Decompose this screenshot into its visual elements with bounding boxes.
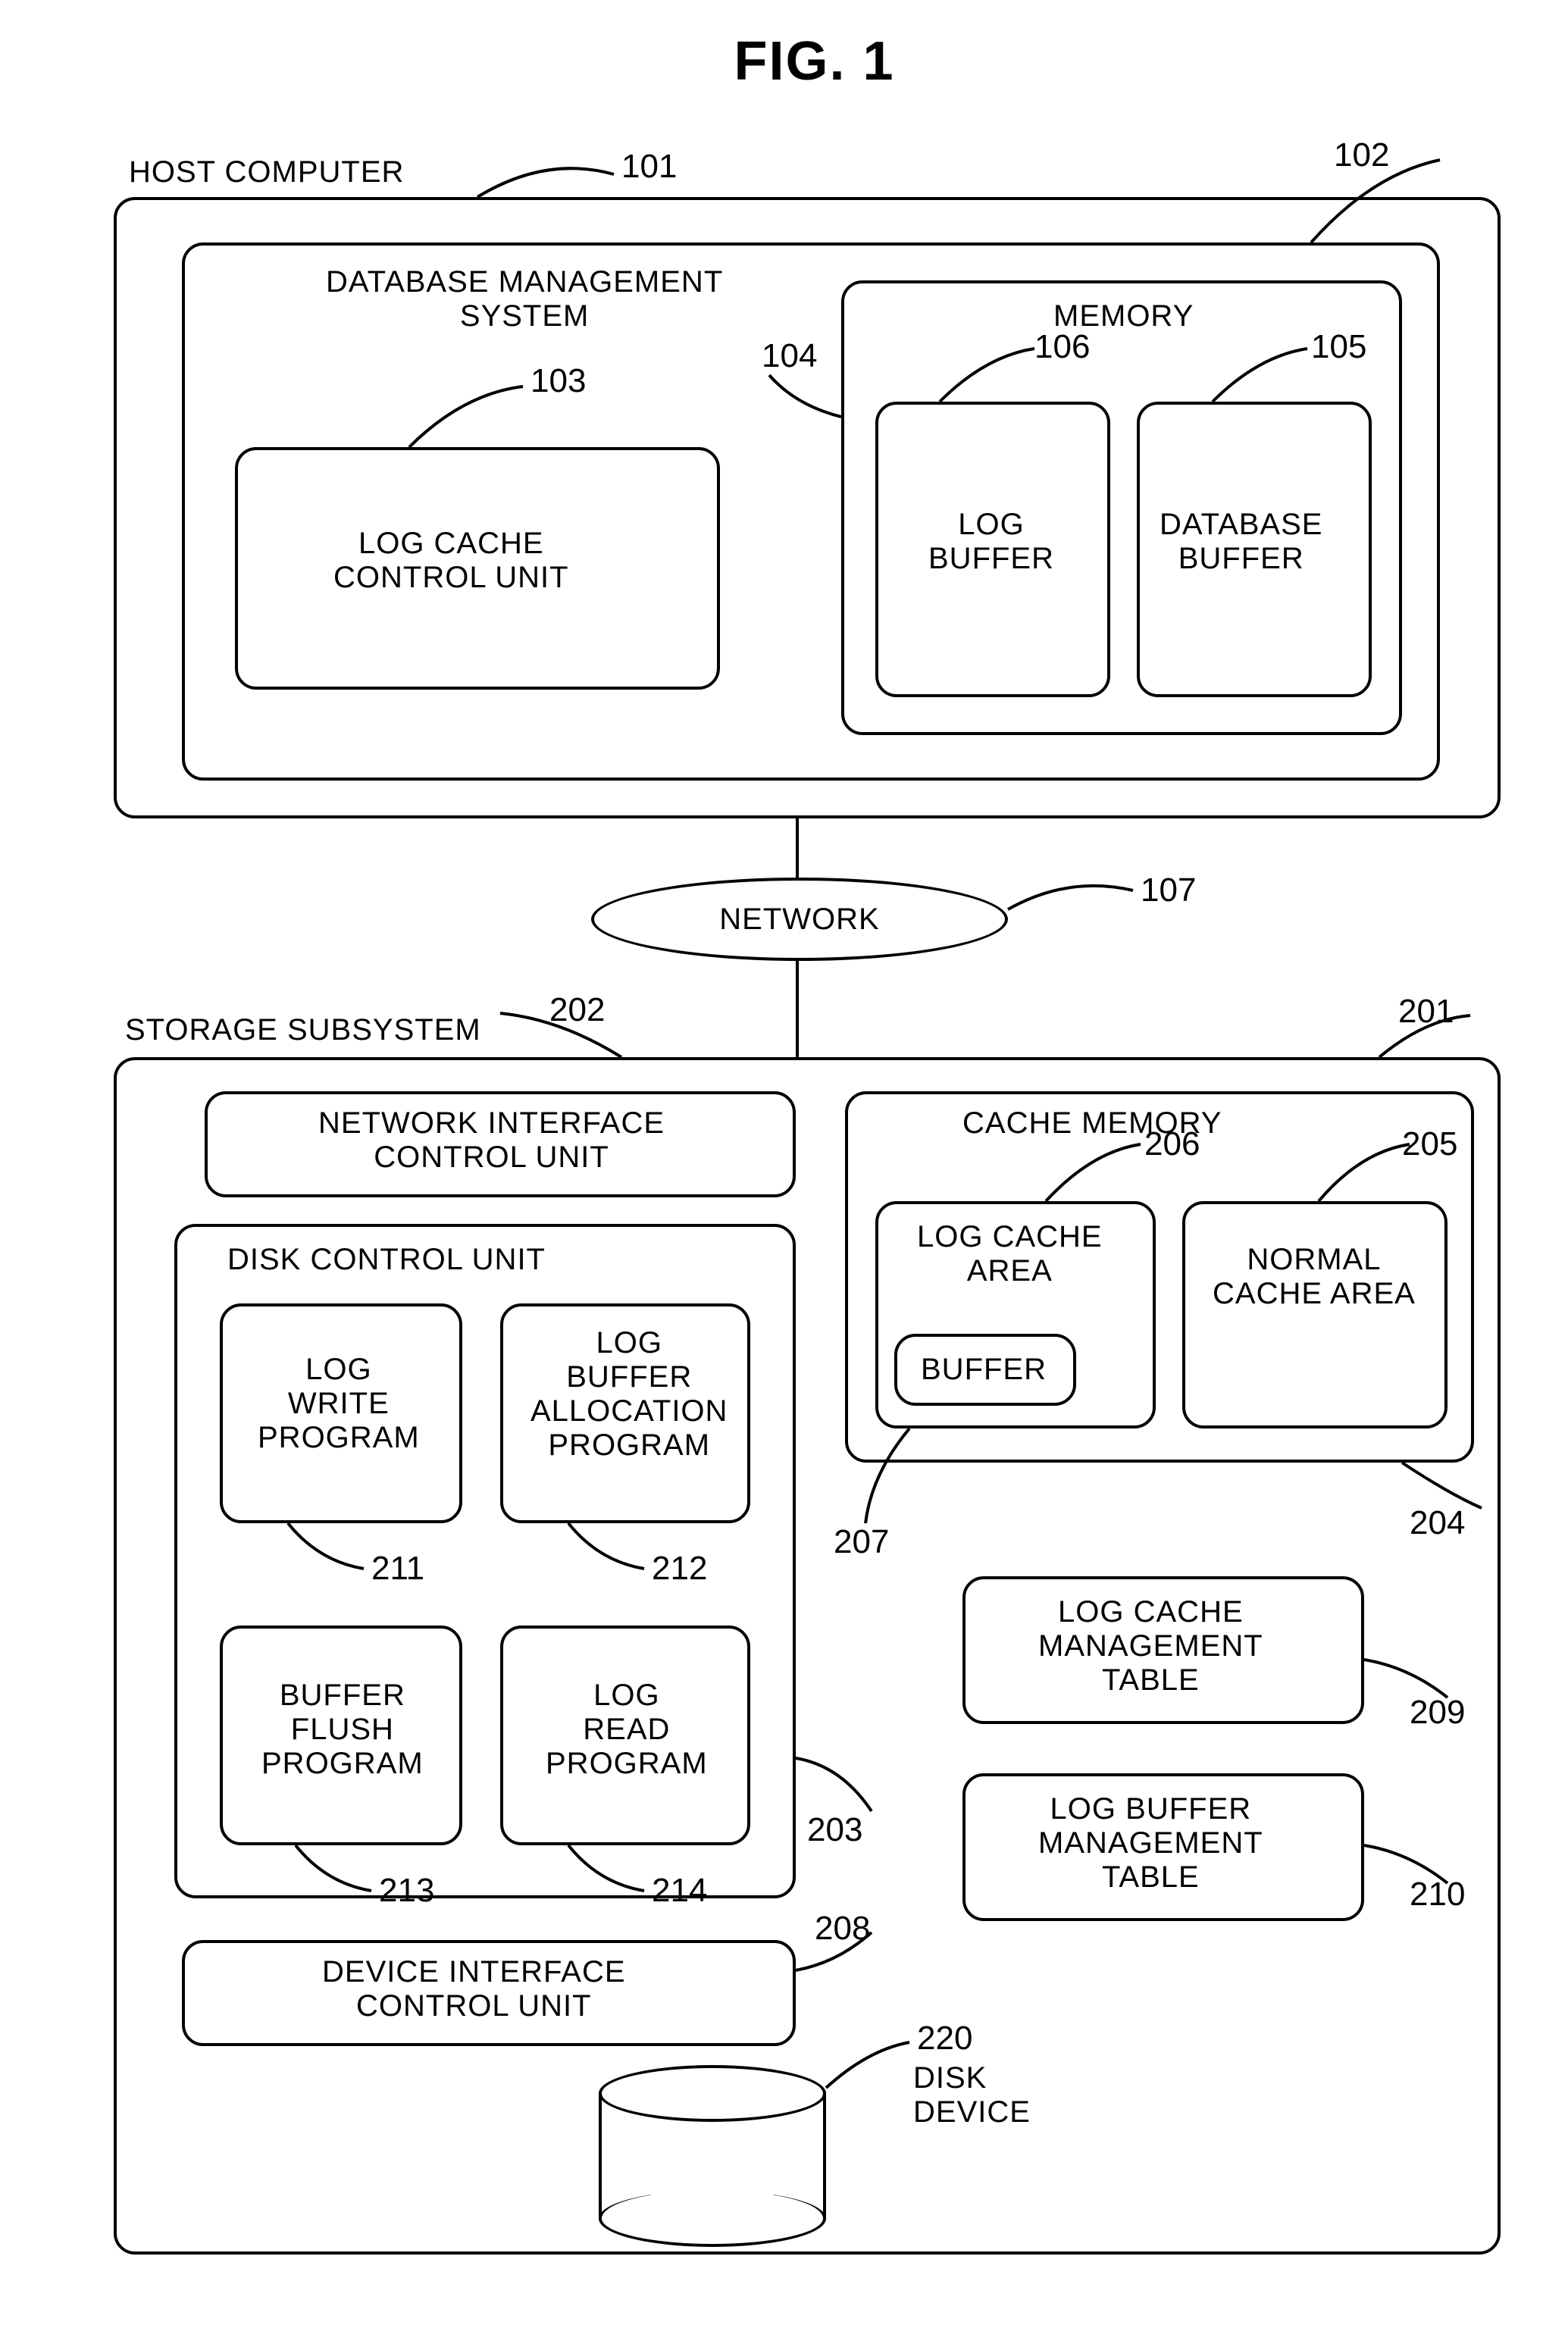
network-ellipse: NETWORK	[591, 878, 1008, 961]
ref-106: 106	[1034, 328, 1090, 366]
ref-210: 210	[1410, 1876, 1465, 1913]
figure-title: FIG. 1	[30, 30, 1568, 92]
ref-107: 107	[1141, 871, 1196, 909]
log-buffer-label: LOG BUFFER	[928, 508, 1054, 576]
log-cache-ctrl-label: LOG CACHE CONTROL UNIT	[333, 527, 569, 595]
disk-device-label: DISK DEVICE	[913, 2061, 1031, 2129]
ref-104: 104	[762, 337, 817, 375]
log-write-prog-label: LOG WRITE PROGRAM	[258, 1353, 420, 1455]
host-label: HOST COMPUTER	[129, 155, 404, 189]
ref-203: 203	[807, 1811, 862, 1849]
buf-flush-prog-label: BUFFER FLUSH PROGRAM	[261, 1679, 424, 1781]
dbms-label: DATABASE MANAGEMENT SYSTEM	[326, 265, 723, 333]
ref-211: 211	[371, 1550, 424, 1588]
buffer-small-label: BUFFER	[921, 1353, 1047, 1387]
ref-204: 204	[1410, 1504, 1465, 1542]
log-read-prog-label: LOG READ PROGRAM	[546, 1679, 708, 1781]
ref-102: 102	[1334, 136, 1389, 174]
ref-208: 208	[815, 1910, 870, 1948]
disk-ctrl-label: DISK CONTROL UNIT	[227, 1243, 546, 1277]
ref-212: 212	[652, 1550, 707, 1588]
log-buf-mgmt-label: LOG BUFFER MANAGEMENT TABLE	[1038, 1792, 1263, 1895]
ref-213: 213	[379, 1872, 434, 1910]
disk-cyl-top	[599, 2065, 826, 2122]
ref-201: 201	[1398, 993, 1454, 1031]
page: FIG. 1 HOST COMPUTER 101 DATABASE MANAGE…	[30, 30, 1568, 2320]
ref-207: 207	[834, 1523, 889, 1561]
net-if-ctrl-label: NETWORK INTERFACE CONTROL UNIT	[318, 1106, 665, 1175]
ref-202: 202	[549, 991, 605, 1029]
log-cache-mgmt-label: LOG CACHE MANAGEMENT TABLE	[1038, 1595, 1263, 1698]
ref-103: 103	[530, 362, 586, 400]
log-buf-alloc-label: LOG BUFFER ALLOCATION PROGRAM	[530, 1326, 728, 1463]
normal-cache-area-box	[1182, 1201, 1448, 1428]
ref-205: 205	[1402, 1125, 1457, 1163]
ref-220: 220	[917, 2020, 972, 2057]
ref-206: 206	[1144, 1125, 1200, 1163]
network-label: NETWORK	[719, 903, 879, 937]
normal-cache-area-label: NORMAL CACHE AREA	[1213, 1243, 1416, 1311]
log-cache-area-label: LOG CACHE AREA	[917, 1220, 1103, 1288]
ref-105: 105	[1311, 328, 1366, 366]
ref-214: 214	[652, 1872, 707, 1910]
db-buffer-label: DATABASE BUFFER	[1160, 508, 1322, 576]
ref-209: 209	[1410, 1694, 1465, 1732]
ref-101: 101	[621, 148, 677, 186]
disk-cyl-bottom	[599, 2190, 826, 2247]
storage-label: STORAGE SUBSYSTEM	[125, 1013, 481, 1047]
dev-if-ctrl-label: DEVICE INTERFACE CONTROL UNIT	[322, 1955, 626, 2023]
